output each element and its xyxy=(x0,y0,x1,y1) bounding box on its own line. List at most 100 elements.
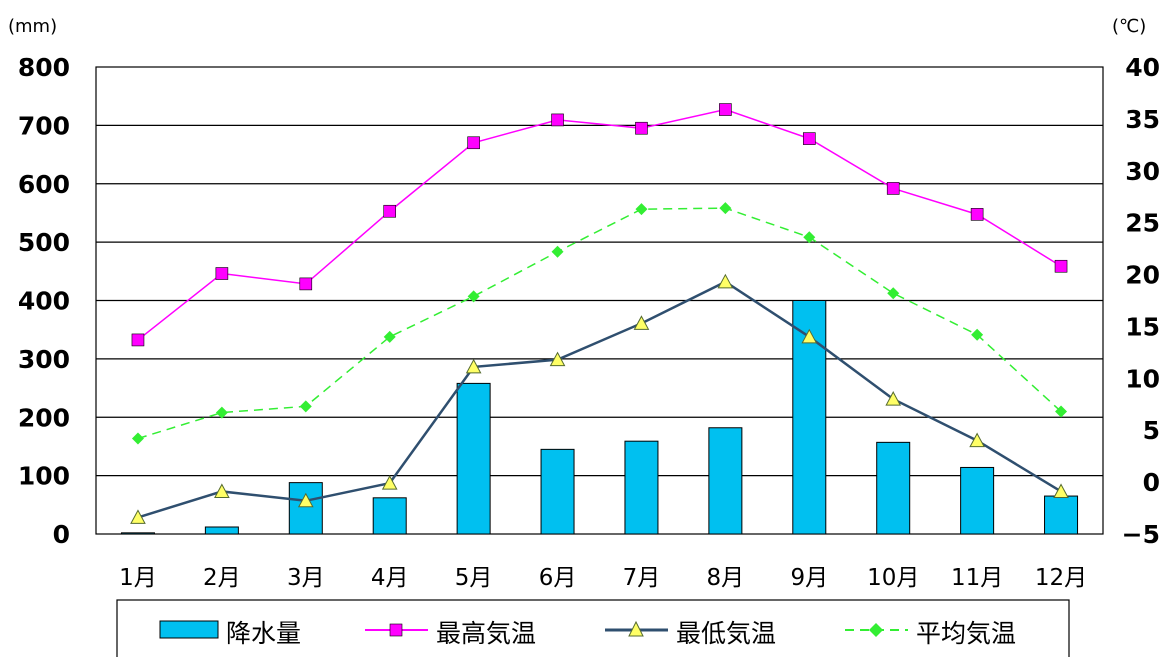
legend: 降水量 最高気温 最低気温 平均気温 xyxy=(116,599,1070,657)
precipitation-bar xyxy=(288,482,323,535)
precipitation-bar xyxy=(1044,495,1079,535)
data-point-diamond xyxy=(467,290,480,303)
data-point-triangle xyxy=(549,351,566,367)
data-point-diamond xyxy=(887,287,900,300)
category-labels: 1月 2月 3月 4月 5月 6月 7月 8月 9月 10月 11月 12月 xyxy=(119,565,1087,591)
temperature-lines xyxy=(130,103,1069,524)
left-tick-label: 700 xyxy=(18,111,70,140)
right-tick-label: 15 xyxy=(1125,312,1160,341)
category-label: 6月 xyxy=(539,565,577,591)
series-line xyxy=(137,108,1062,341)
left-axis-unit: (mm) xyxy=(8,16,57,37)
data-point-diamond xyxy=(383,330,396,343)
left-tick-label: 600 xyxy=(18,170,70,199)
category-label: 3月 xyxy=(287,565,325,591)
left-axis-ticks: 0 100 200 300 400 500 600 700 800 xyxy=(18,53,70,549)
category-label: 5月 xyxy=(455,565,493,591)
category-label: 8月 xyxy=(707,565,745,591)
data-point-diamond xyxy=(1055,405,1068,418)
data-point-triangle xyxy=(717,273,734,289)
data-point-square xyxy=(383,204,397,218)
right-tick-label: 35 xyxy=(1125,105,1160,134)
data-point-diamond xyxy=(971,328,984,341)
data-point-diamond xyxy=(635,203,648,216)
category-label: 7月 xyxy=(623,565,661,591)
right-tick-label: 20 xyxy=(1125,261,1160,290)
data-point-triangle xyxy=(633,315,650,330)
legend-label-max-temp: 最高気温 xyxy=(436,619,536,648)
data-point-triangle xyxy=(801,328,818,344)
right-tick-label: 40 xyxy=(1125,53,1160,82)
left-tick-label: 0 xyxy=(53,520,70,549)
data-point-square xyxy=(802,132,816,145)
precipitation-bars xyxy=(120,300,1079,535)
data-point-square xyxy=(635,121,648,135)
right-tick-label: 10 xyxy=(1125,364,1160,393)
legend-marker-max-temp xyxy=(389,623,403,637)
precipitation-bar xyxy=(120,532,155,535)
gridlines xyxy=(96,124,1103,477)
legend-marker-avg-temp xyxy=(869,623,883,637)
data-point-triangle xyxy=(381,475,398,490)
data-point-triangle xyxy=(969,432,985,448)
data-point-triangle xyxy=(297,492,314,508)
category-label: 11月 xyxy=(951,565,1003,591)
category-label: 12月 xyxy=(1035,565,1087,591)
data-point-triangle xyxy=(214,483,230,498)
data-point-diamond xyxy=(299,400,312,413)
left-tick-label: 200 xyxy=(18,403,70,432)
data-point-square xyxy=(719,103,732,116)
category-label: 1月 xyxy=(119,565,157,591)
data-point-square xyxy=(299,277,313,291)
data-point-diamond xyxy=(131,432,144,445)
data-point-square xyxy=(215,267,229,280)
precipitation-bar xyxy=(456,382,491,535)
data-point-square xyxy=(970,208,984,221)
precipitation-bar xyxy=(540,448,575,535)
data-point-diamond xyxy=(719,202,732,215)
series-line xyxy=(137,280,1062,519)
left-tick-label: 300 xyxy=(18,345,70,374)
series-line xyxy=(137,207,1062,440)
right-tick-label: 5 xyxy=(1143,416,1160,445)
right-axis-unit: (℃) xyxy=(1112,16,1146,37)
legend-label-min-temp: 最低気温 xyxy=(676,619,776,648)
category-label: 9月 xyxy=(790,565,828,591)
data-point-diamond xyxy=(803,231,816,244)
precipitation-bar xyxy=(960,466,995,535)
category-label: 2月 xyxy=(203,565,241,591)
left-tick-label: 800 xyxy=(18,53,70,82)
right-tick-label: 30 xyxy=(1125,157,1160,186)
precipitation-bar xyxy=(624,440,659,535)
left-tick-label: 100 xyxy=(18,462,70,491)
data-point-square xyxy=(131,333,145,347)
category-label: 4月 xyxy=(371,565,409,591)
data-point-triangle xyxy=(885,391,902,406)
precipitation-bar xyxy=(876,441,911,535)
data-point-diamond xyxy=(215,406,228,419)
legend-box xyxy=(116,599,1070,657)
data-point-triangle xyxy=(1053,483,1069,498)
right-tick-label: −5 xyxy=(1122,520,1160,549)
left-tick-label: 400 xyxy=(18,287,70,316)
legend-swatch-precipitation xyxy=(159,620,219,639)
data-point-square xyxy=(467,136,480,150)
legend-label-avg-temp: 平均気温 xyxy=(916,619,1016,648)
right-tick-label: 25 xyxy=(1125,209,1160,238)
data-point-diamond xyxy=(551,245,564,258)
category-label: 10月 xyxy=(867,565,919,591)
precipitation-bar xyxy=(204,526,239,535)
data-point-square xyxy=(1054,259,1068,273)
legend-marker-min-temp xyxy=(628,620,644,637)
precipitation-bar xyxy=(372,497,407,535)
legend-label-precipitation: 降水量 xyxy=(226,619,301,648)
data-point-triangle xyxy=(130,509,146,524)
precipitation-bar xyxy=(708,427,743,535)
data-point-square xyxy=(886,182,900,195)
data-point-triangle xyxy=(465,358,482,374)
left-tick-label: 500 xyxy=(18,228,70,257)
data-point-square xyxy=(551,113,564,127)
right-axis-ticks: −5 0 5 10 15 20 25 30 35 40 xyxy=(1122,53,1160,549)
right-tick-label: 0 xyxy=(1143,468,1160,497)
